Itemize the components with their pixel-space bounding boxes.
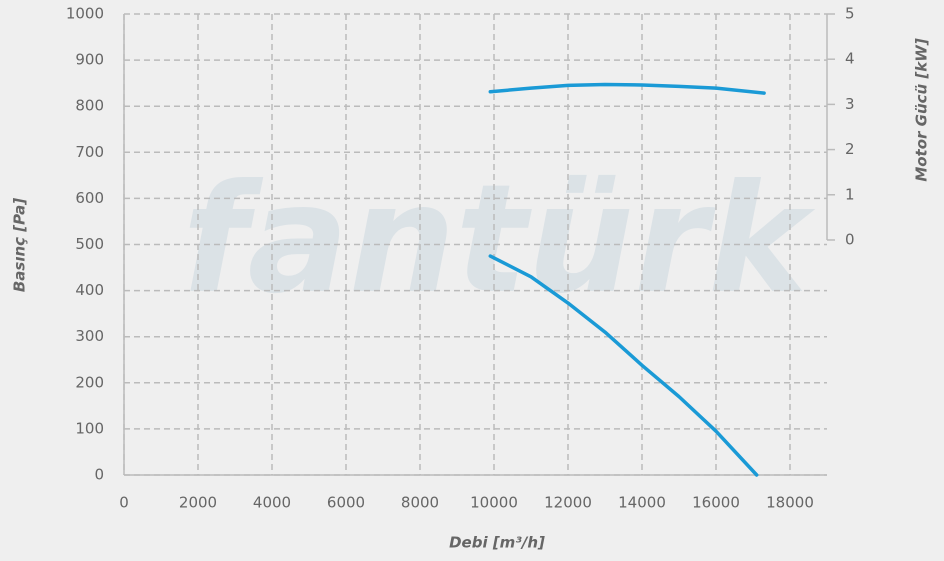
x-tick-label: 10000 [470,494,518,512]
x-tick-label: 6000 [327,494,365,512]
y-tick-label: 400 [75,281,104,299]
y-tick-label: 700 [75,143,104,161]
x-tick-label: 12000 [544,494,592,512]
x-tick-label: 18000 [766,494,814,512]
x-axis-label: Debi [m³/h] [449,534,545,552]
x-tick-label: 4000 [253,494,291,512]
y-tick-label: 1000 [66,5,104,23]
y-tick-label: 800 [75,97,104,115]
y2-tick-label: 0 [845,230,855,248]
x-tick-label: 16000 [692,494,740,512]
line [488,254,759,477]
x-tick-label: 8000 [401,494,439,512]
y2-tick-label: 3 [845,95,855,113]
y-tick-label: 900 [75,51,104,69]
y2-tick-label: 4 [845,50,855,68]
y-tick-label: 0 [94,466,104,484]
x-tick-label: 0 [119,494,129,512]
x-tick-label: 14000 [618,494,666,512]
y2-tick-label: 5 [845,5,855,23]
y2-tick-label: 1 [845,185,855,203]
line [488,82,766,95]
y-tick-label: 200 [75,373,104,391]
y-tick-label: 100 [75,419,104,437]
y2-tick-label: 2 [845,140,855,158]
y-axis-label: Basınç [Pa] [11,198,29,292]
y2-axis-label: Motor Gücü [kW] [913,38,931,181]
y-tick-label: 300 [75,327,104,345]
x-tick-label: 2000 [179,494,217,512]
watermark: fantürk [182,153,816,327]
y-tick-label: 600 [75,189,104,207]
y-tick-label: 500 [75,235,104,253]
